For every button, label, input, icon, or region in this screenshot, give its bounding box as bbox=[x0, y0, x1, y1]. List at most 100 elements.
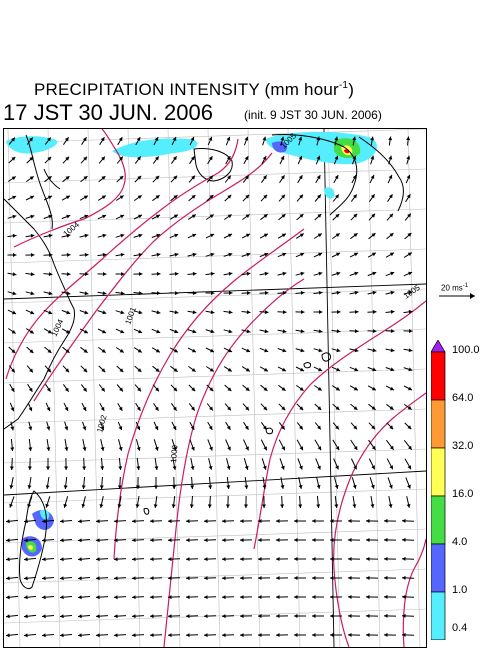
wind-arrow-head bbox=[258, 614, 262, 618]
wind-arrow-head bbox=[45, 503, 50, 508]
wind-arrow-head bbox=[244, 156, 249, 161]
wind-arrow-head bbox=[226, 136, 231, 141]
wind-arrow-head bbox=[372, 329, 377, 334]
wind-arrow-head bbox=[137, 348, 142, 353]
wind-arrow-head bbox=[370, 155, 375, 160]
wind-arrow-head bbox=[208, 466, 213, 470]
wind-arrow-head bbox=[353, 446, 358, 450]
wind-arrow-head bbox=[300, 290, 305, 295]
reference-wind-text: 20 ms bbox=[441, 283, 463, 293]
wind-arrow-head bbox=[312, 557, 316, 561]
wind-arrow-head bbox=[407, 252, 412, 257]
wind-arrow-head bbox=[210, 329, 215, 334]
wind-arrow-head bbox=[64, 407, 69, 411]
wind-arrow-head bbox=[263, 387, 268, 391]
wind-arrow-head bbox=[240, 633, 244, 638]
wind-arrow-head bbox=[336, 252, 340, 257]
wind-arrow-head bbox=[384, 594, 388, 599]
grid-line bbox=[167, 129, 181, 647]
wind-arrow-head bbox=[300, 310, 305, 314]
wind-arrow-head bbox=[408, 445, 412, 450]
wind-arrow-head bbox=[244, 504, 248, 508]
coastline-korea bbox=[25, 134, 61, 230]
wind-arrow-head bbox=[191, 368, 196, 372]
wind-arrow-head bbox=[354, 310, 359, 314]
wind-arrow-head bbox=[335, 233, 340, 238]
wind-arrow-head bbox=[366, 576, 370, 580]
wind-arrow-head bbox=[6, 538, 10, 543]
wind-arrow-head bbox=[262, 504, 266, 508]
wind-arrow-head bbox=[174, 310, 179, 315]
wind-arrow-head bbox=[30, 272, 35, 277]
wind-arrow-head bbox=[388, 174, 393, 179]
wind-arrow-head bbox=[227, 406, 231, 411]
wind-arrow-head bbox=[262, 425, 267, 430]
wind-arrow-head bbox=[46, 447, 51, 451]
wind-arrow-head bbox=[258, 633, 262, 637]
wind-arrow-head bbox=[312, 519, 316, 523]
wind-arrow-head bbox=[47, 156, 52, 161]
wind-arrow-head bbox=[353, 425, 357, 430]
wind-arrow-head bbox=[225, 504, 230, 508]
wind-arrow-head bbox=[318, 329, 323, 334]
wind-arrow-head bbox=[389, 484, 393, 489]
wind-arrow-head bbox=[66, 291, 71, 296]
wind-arrow-head bbox=[366, 538, 370, 542]
wind-arrow-head bbox=[334, 175, 339, 180]
wind-arrow-head bbox=[317, 214, 322, 218]
wind-arrow-head bbox=[120, 252, 125, 257]
wind-arrow-head bbox=[245, 367, 250, 372]
wind-arrow-head bbox=[48, 233, 53, 238]
wind-arrow-head bbox=[190, 485, 195, 489]
legend-level-label: 100.0 bbox=[452, 344, 480, 356]
wind-arrow-head bbox=[190, 136, 195, 141]
wind-arrow-head bbox=[245, 387, 250, 391]
wind-arrow-head bbox=[209, 367, 214, 372]
wind-arrow-head bbox=[84, 291, 89, 296]
wind-arrow-head bbox=[65, 329, 70, 334]
wind-arrow-head bbox=[47, 137, 51, 142]
wind-arrow-head bbox=[264, 271, 269, 276]
wind-arrow-head bbox=[171, 504, 176, 508]
wind-arrow-head bbox=[137, 195, 142, 199]
wind-arrow-head bbox=[299, 465, 303, 470]
wind-arrow-head bbox=[281, 387, 286, 391]
wind-arrow-head bbox=[96, 557, 100, 562]
wind-arrow-head bbox=[370, 194, 375, 199]
wind-arrow-head bbox=[29, 137, 33, 142]
wind-arrow-head bbox=[388, 136, 393, 141]
grid-line bbox=[327, 129, 341, 647]
wind-arrow-head bbox=[11, 176, 16, 181]
wind-arrow-head bbox=[210, 233, 215, 238]
wind-arrow-head bbox=[119, 156, 123, 161]
wind-arrow-head bbox=[262, 485, 267, 489]
wind-arrow-head bbox=[102, 291, 107, 296]
wind-arrow-head bbox=[336, 348, 341, 353]
wind-arrow-head bbox=[99, 504, 104, 508]
wind-arrow-head bbox=[64, 426, 69, 431]
wind-arrow-head bbox=[352, 136, 357, 141]
wind-arrow-head bbox=[174, 233, 179, 238]
wind-arrow-head bbox=[173, 214, 178, 219]
wind-arrow-head bbox=[186, 614, 190, 619]
wind-arrow-head bbox=[136, 406, 141, 411]
wind-arrow-head bbox=[246, 233, 250, 238]
wind-arrow-head bbox=[276, 633, 280, 637]
wind-arrow-head bbox=[172, 485, 177, 489]
wind-arrow-head bbox=[263, 406, 268, 411]
wind-arrow-head bbox=[316, 504, 321, 508]
wind-arrow-head bbox=[240, 576, 244, 581]
wind-arrow-head bbox=[150, 519, 154, 524]
wind-arrow-head bbox=[370, 175, 375, 179]
legend-band bbox=[431, 351, 446, 401]
wind-arrow-head bbox=[227, 446, 231, 451]
wind-arrow-head bbox=[47, 368, 51, 373]
wind-arrow-head bbox=[264, 290, 269, 295]
wind-arrow-head bbox=[371, 233, 376, 237]
wind-arrow-head bbox=[282, 310, 287, 315]
wind-arrow-head bbox=[186, 538, 190, 543]
precip-patch bbox=[28, 545, 34, 550]
wind-arrow-head bbox=[384, 556, 388, 561]
wind-arrow-head bbox=[258, 519, 262, 523]
wind-arrow-head bbox=[132, 557, 136, 562]
